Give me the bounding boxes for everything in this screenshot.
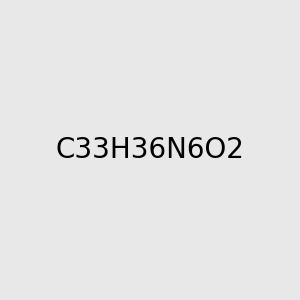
Text: C33H36N6O2: C33H36N6O2 [56,136,244,164]
